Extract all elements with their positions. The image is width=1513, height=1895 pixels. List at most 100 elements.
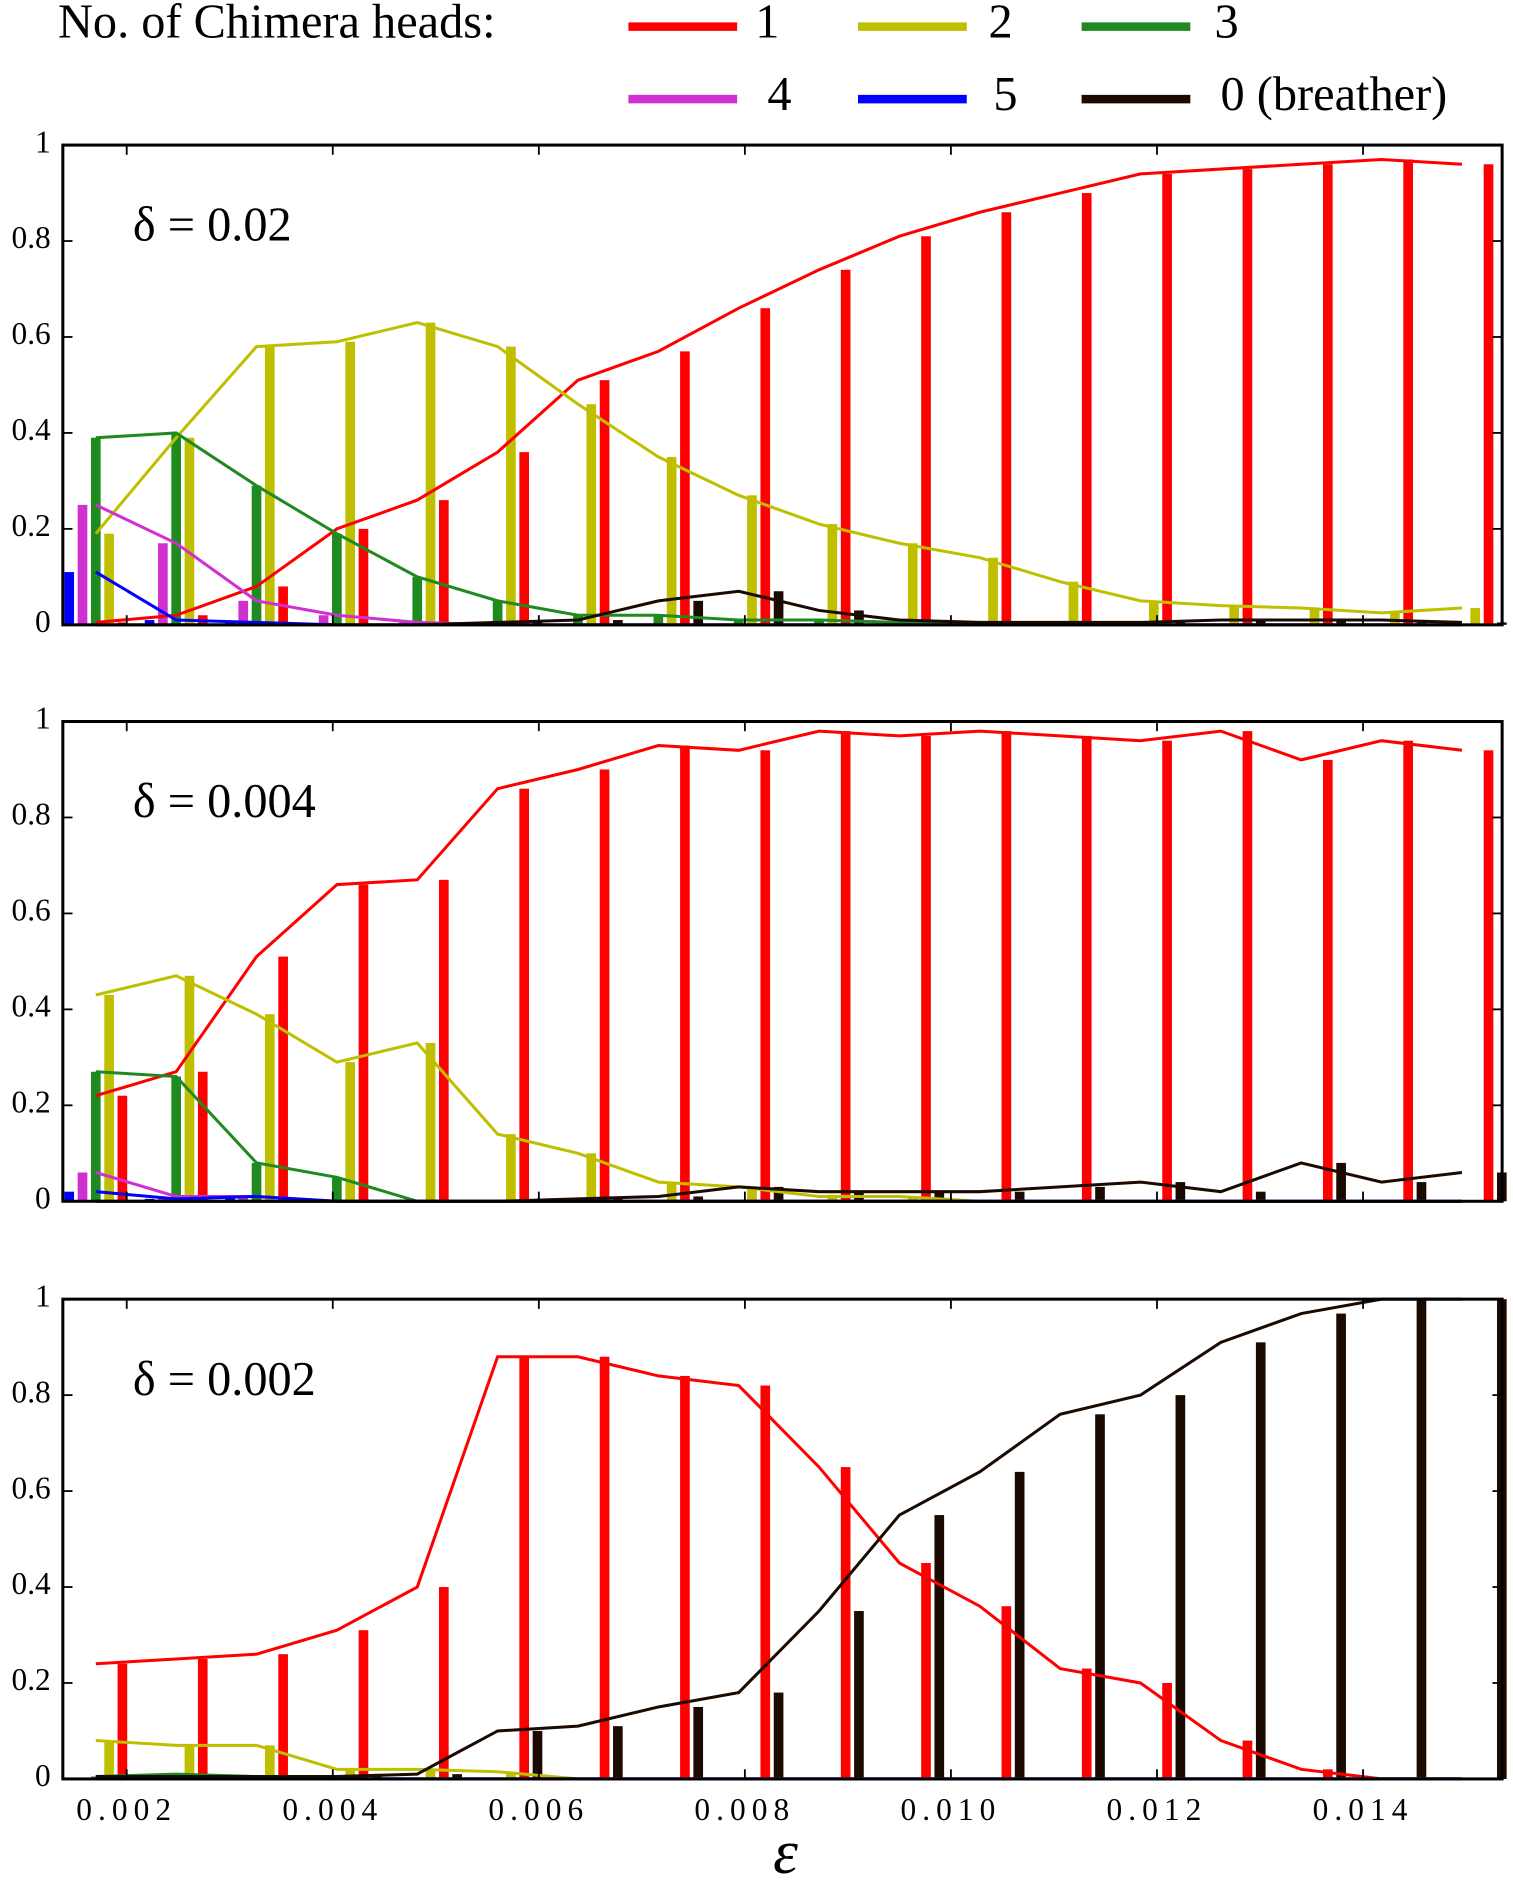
bar: [64, 1191, 75, 1202]
x-tick-label: 0.002: [76, 1792, 177, 1827]
bar: [680, 351, 690, 625]
bar: [773, 1692, 784, 1779]
bar: [117, 1663, 128, 1779]
bar: [1081, 193, 1092, 625]
bar: [1470, 608, 1481, 625]
bar: [680, 1375, 690, 1779]
bar: [773, 591, 784, 625]
bar: [77, 1172, 88, 1202]
bar: [586, 404, 597, 625]
bar: [439, 500, 449, 625]
y-tick-label: 0.8: [11, 220, 50, 255]
bar: [519, 788, 530, 1202]
bar: [506, 346, 516, 625]
legend-label: 2: [989, 0, 1013, 49]
bar: [1390, 612, 1400, 625]
bar: [613, 1726, 623, 1779]
y-tick-label: 0.6: [11, 316, 50, 351]
bar: [854, 610, 864, 625]
bar: [747, 1186, 757, 1202]
bar: [238, 600, 249, 625]
y-tick-label: 0.2: [11, 1662, 50, 1697]
bar: [358, 528, 369, 625]
bar: [599, 1356, 610, 1779]
bar: [171, 432, 182, 625]
panel-label: δ = 0.004: [133, 775, 316, 828]
series-line: [95, 1355, 1462, 1781]
bar: [599, 380, 610, 625]
bar: [773, 1186, 784, 1202]
series-line: [95, 974, 1462, 1203]
x-tick-label: 0.010: [900, 1792, 1001, 1827]
bar: [158, 543, 168, 625]
bar: [184, 1745, 195, 1779]
bar: [452, 1774, 462, 1779]
bar: [1081, 735, 1092, 1202]
bar: [439, 1587, 449, 1779]
legend-title: No. of Chimera heads:: [58, 0, 496, 49]
bar: [532, 1730, 543, 1779]
bar: [345, 341, 356, 625]
y-tick-label: 0: [35, 1758, 51, 1793]
bar: [197, 1658, 208, 1779]
bar: [921, 735, 931, 1202]
series-line: [95, 1297, 1462, 1779]
bar: [184, 437, 195, 625]
legend-label: 0 (breather): [1221, 68, 1448, 121]
bar: [197, 1071, 208, 1202]
bar: [1081, 1668, 1092, 1779]
y-tick-label: 0.6: [11, 893, 50, 928]
bar: [506, 1134, 516, 1202]
bar: [613, 620, 623, 625]
bar: [1403, 740, 1414, 1202]
bar: [854, 1611, 864, 1779]
bar: [1255, 1342, 1266, 1779]
bar: [238, 1196, 249, 1202]
bar: [104, 994, 114, 1202]
bar: [117, 1095, 128, 1202]
panel-label: δ = 0.002: [133, 1353, 316, 1406]
bar: [693, 1706, 704, 1779]
bar: [840, 269, 851, 625]
series-line: [95, 1070, 1462, 1203]
y-tick-label: 0.4: [11, 412, 51, 447]
bar: [358, 1630, 369, 1779]
bar: [425, 322, 436, 625]
bar: [988, 557, 998, 625]
bar: [1403, 159, 1414, 625]
bar: [1162, 1682, 1172, 1779]
y-tick-label: 0.2: [11, 508, 50, 543]
bar: [693, 1196, 704, 1202]
bar: [144, 620, 155, 625]
bar: [1229, 605, 1239, 625]
y-tick-label: 1: [35, 124, 51, 159]
bar: [1416, 1182, 1427, 1202]
bar: [506, 1771, 516, 1779]
bar: [1095, 1414, 1105, 1779]
bar: [1068, 581, 1079, 625]
x-axis-label: ε: [773, 1817, 798, 1887]
series-line: [95, 157, 1463, 624]
y-tick-label: 0.8: [11, 797, 50, 832]
bar: [425, 1769, 436, 1779]
x-tick-label: 0.012: [1107, 1792, 1208, 1827]
bar: [693, 600, 704, 625]
bar: [412, 576, 423, 625]
y-tick-label: 0.8: [11, 1374, 50, 1409]
bar: [827, 524, 838, 625]
bar: [264, 1745, 275, 1779]
bar: [907, 1196, 918, 1202]
bar: [1242, 169, 1253, 625]
bar: [1148, 600, 1159, 625]
y-tick-label: 0.2: [11, 1085, 50, 1120]
bar: [318, 615, 329, 625]
bar: [1322, 164, 1333, 625]
legend-label: 5: [993, 68, 1017, 121]
bar: [1175, 1182, 1186, 1202]
bar: [1162, 173, 1172, 625]
y-tick-label: 1: [35, 1278, 51, 1313]
y-tick-label: 0: [35, 604, 51, 639]
bar: [1001, 212, 1012, 625]
bar: [1242, 1740, 1253, 1779]
